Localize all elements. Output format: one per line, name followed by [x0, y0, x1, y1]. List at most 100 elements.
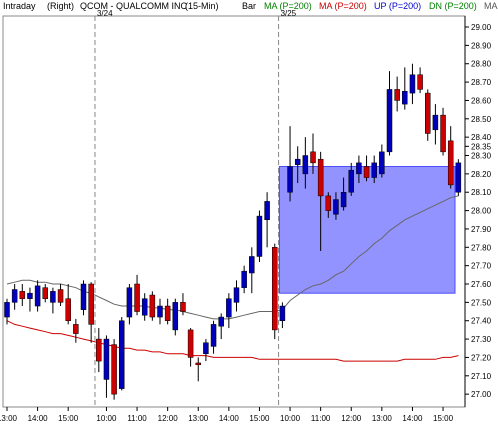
chart-mode-label: Intraday [3, 1, 36, 11]
candle [65, 284, 71, 325]
candle-body [172, 302, 179, 331]
candle [80, 280, 87, 316]
candle-body [11, 289, 18, 303]
candle-body [103, 338, 110, 380]
candle [50, 287, 56, 314]
candle [447, 126, 454, 189]
candle-body [294, 158, 301, 165]
candle-body [210, 324, 217, 347]
candle [409, 63, 416, 105]
candle-body [394, 89, 400, 101]
candle-body [126, 287, 133, 318]
candle [164, 298, 171, 325]
candle-body [287, 166, 293, 193]
candle [287, 126, 293, 202]
candle [371, 155, 377, 184]
day-separator-label: 3/25 [281, 9, 297, 18]
candle-body [348, 169, 354, 193]
candle [11, 284, 18, 310]
day-separator-label: 3/24 [97, 9, 113, 18]
candle [57, 284, 64, 307]
candle [149, 291, 156, 321]
candle-body [141, 298, 148, 316]
legend-ma-green: MA (P=200) [264, 1, 312, 11]
candle-body [42, 287, 48, 299]
candle-body [27, 292, 33, 299]
time-tick-label: 15:00 [249, 414, 270, 423]
candle-body [203, 342, 209, 355]
candle-body [333, 199, 339, 215]
candle [226, 293, 232, 329]
price-tick-label: 28.10 [471, 188, 492, 197]
price-tick-label: 28.80 [471, 60, 492, 69]
candle-body [50, 291, 56, 303]
time-tick-label: 14:00 [219, 414, 240, 423]
price-axis: 29.00 28.90 28.80 28.70 28.60 28.50 28.4028.35… [465, 23, 492, 399]
instrument-title: QCOM - QUALCOMM INC [80, 1, 187, 11]
candle [134, 274, 140, 316]
candle [333, 192, 339, 220]
legend-ma-gray: MA [484, 1, 498, 11]
candle [417, 67, 423, 94]
candle [256, 210, 263, 262]
candle-body [218, 316, 224, 327]
candle [141, 293, 148, 321]
time-tick-label: 13:00 [372, 414, 393, 423]
price-tick-label: 27.50 [471, 298, 492, 307]
candle [356, 155, 362, 184]
candle-body [340, 191, 347, 208]
price-tick-label: 28.20 [471, 170, 492, 179]
price-tick-label: 27.70 [471, 262, 492, 271]
candle-body [187, 329, 194, 358]
candle [126, 284, 133, 325]
candle-body [96, 338, 102, 362]
chart-header: Intraday (Right) QCOM - QUALCOMM INC (15… [3, 1, 498, 11]
price-tick-label: 28.60 [471, 96, 492, 105]
candle [34, 280, 41, 312]
candle [440, 107, 446, 156]
candle [455, 159, 462, 196]
candle-body [88, 283, 94, 325]
channel-band [278, 166, 456, 294]
candle-body [226, 298, 232, 318]
price-tick-label: 27.90 [471, 225, 492, 234]
price-tick-label: 27.60 [471, 280, 492, 289]
candle-body [73, 324, 79, 334]
candle [386, 71, 393, 156]
candle-body [440, 114, 446, 153]
candle [379, 144, 385, 178]
candle [111, 339, 117, 400]
candle [96, 328, 102, 373]
candle [210, 320, 217, 354]
candle-body [57, 289, 64, 303]
candle-body [409, 74, 416, 94]
time-tick-label: 13:00 [188, 414, 209, 423]
candle-body [432, 114, 439, 131]
candle [241, 265, 247, 294]
time-tick-label: 14:00 [402, 414, 423, 423]
candle-body [371, 162, 377, 178]
candle [73, 318, 79, 343]
day-markers: 3/24 3/25 [94, 9, 297, 407]
time-tick-label: 10:00 [280, 414, 301, 423]
candle [27, 287, 33, 312]
candle-body [272, 247, 278, 331]
candle [432, 104, 439, 145]
price-tick-label: 28.50 [471, 115, 492, 124]
price-tick-label: 27.20 [471, 353, 492, 362]
candle-body [317, 158, 324, 197]
chart-style-label: Bar [242, 1, 256, 11]
price-tick-label: 28.40 [471, 133, 492, 142]
candle-body [149, 294, 156, 318]
candle [340, 177, 347, 211]
candle [203, 339, 209, 362]
candle-body [455, 162, 462, 193]
candle-body [65, 298, 71, 321]
price-tick-label: 28.70 [471, 78, 492, 87]
time-tick-label: 11:00 [127, 414, 147, 423]
candle [317, 151, 324, 251]
time-tick-label: 10:00 [96, 414, 117, 423]
price-tick-label: 27.40 [471, 317, 492, 326]
candle-body [310, 151, 316, 164]
